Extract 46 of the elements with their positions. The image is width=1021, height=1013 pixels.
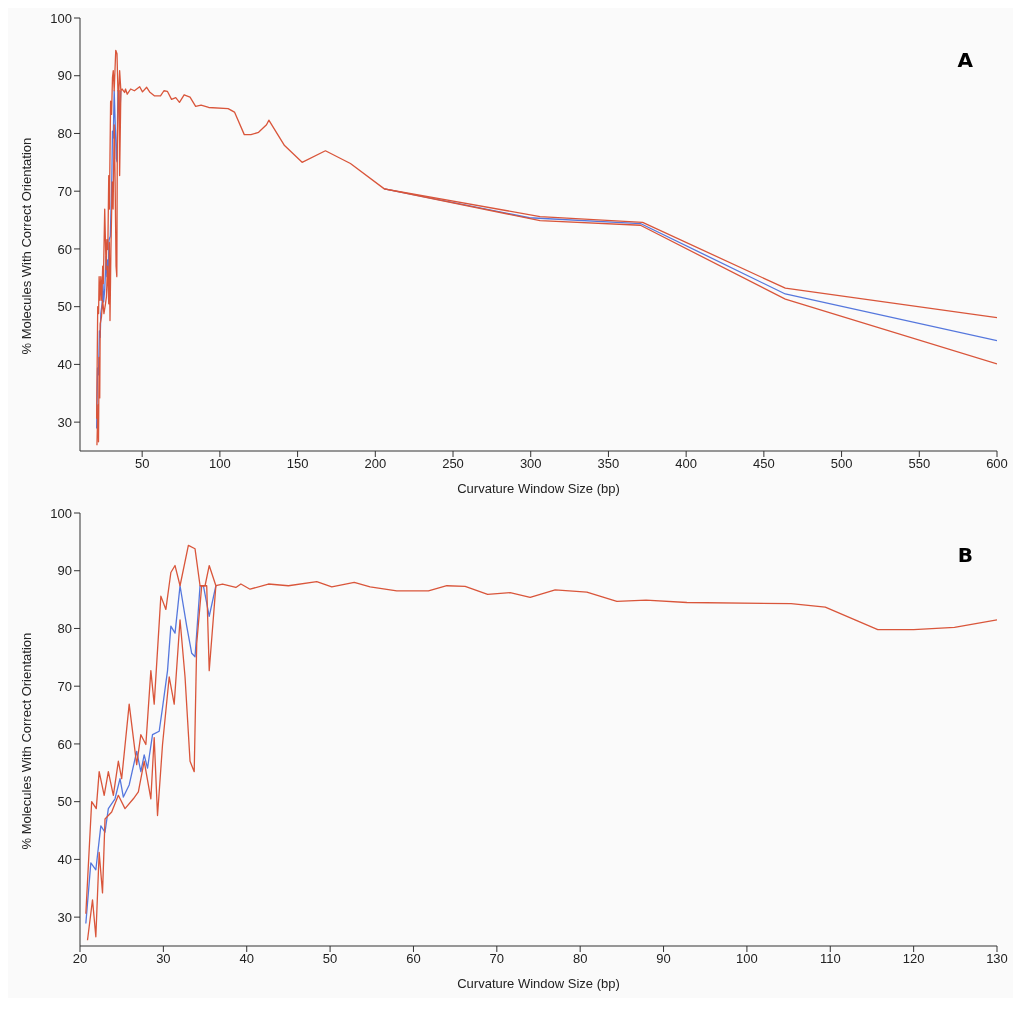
y-tick-label: 50 bbox=[57, 794, 72, 810]
x-tick-label: 90 bbox=[656, 951, 671, 967]
x-tick-label: 50 bbox=[134, 456, 150, 472]
x-tick-label: 200 bbox=[364, 456, 387, 472]
y-tick-label: 100 bbox=[50, 10, 72, 26]
x-axis-title: Curvature Window Size (bp) bbox=[457, 481, 620, 496]
x-tick-label: 600 bbox=[986, 456, 1008, 472]
y-tick-label: 50 bbox=[57, 299, 72, 315]
x-tick-label: 70 bbox=[489, 951, 505, 967]
x-tick-label: 500 bbox=[830, 456, 853, 472]
y-tick-label: 60 bbox=[57, 241, 72, 257]
y-tick-label: 60 bbox=[57, 736, 72, 752]
x-tick-label: 300 bbox=[519, 456, 542, 472]
x-tick-label: 110 bbox=[819, 951, 841, 967]
y-tick-label: 70 bbox=[57, 183, 72, 199]
x-tick-label: 60 bbox=[406, 951, 421, 967]
x-tick-label: 130 bbox=[986, 951, 1008, 967]
x-axis-title: Curvature Window Size (bp) bbox=[457, 976, 620, 991]
x-tick-label: 250 bbox=[442, 456, 464, 472]
x-tick-label: 100 bbox=[209, 456, 231, 472]
x-tick-label: 120 bbox=[902, 951, 925, 967]
x-tick-label: 150 bbox=[286, 456, 309, 472]
x-tick-label: 40 bbox=[239, 951, 254, 967]
y-tick-label: 70 bbox=[57, 678, 72, 694]
x-tick-label: 450 bbox=[753, 456, 775, 472]
y-tick-label: 90 bbox=[57, 563, 72, 579]
y-tick-label: 40 bbox=[57, 357, 72, 373]
x-tick-label: 30 bbox=[156, 951, 171, 967]
x-tick-label: 550 bbox=[908, 456, 931, 472]
x-tick-label: 350 bbox=[597, 456, 620, 472]
y-tick-label: 80 bbox=[57, 621, 72, 637]
y-tick-label: 30 bbox=[57, 909, 72, 925]
y-tick-label: 90 bbox=[57, 68, 72, 84]
y-tick-label: 30 bbox=[57, 414, 72, 430]
y-tick-label: 40 bbox=[57, 852, 72, 868]
x-tick-label: 20 bbox=[72, 951, 88, 967]
annotation: A bbox=[957, 48, 973, 72]
y-axis-title: % Molecules With Correct Orientation bbox=[18, 632, 34, 850]
y-axis-title: % Molecules With Correct Orientation bbox=[18, 137, 34, 355]
y-tick-label: 80 bbox=[57, 126, 72, 142]
y-tick-label: 100 bbox=[50, 505, 72, 521]
x-tick-label: 400 bbox=[675, 456, 697, 472]
x-tick-label: 80 bbox=[572, 951, 588, 967]
annotation: B bbox=[957, 543, 973, 567]
x-tick-label: 50 bbox=[322, 951, 338, 967]
x-tick-label: 100 bbox=[736, 951, 758, 967]
